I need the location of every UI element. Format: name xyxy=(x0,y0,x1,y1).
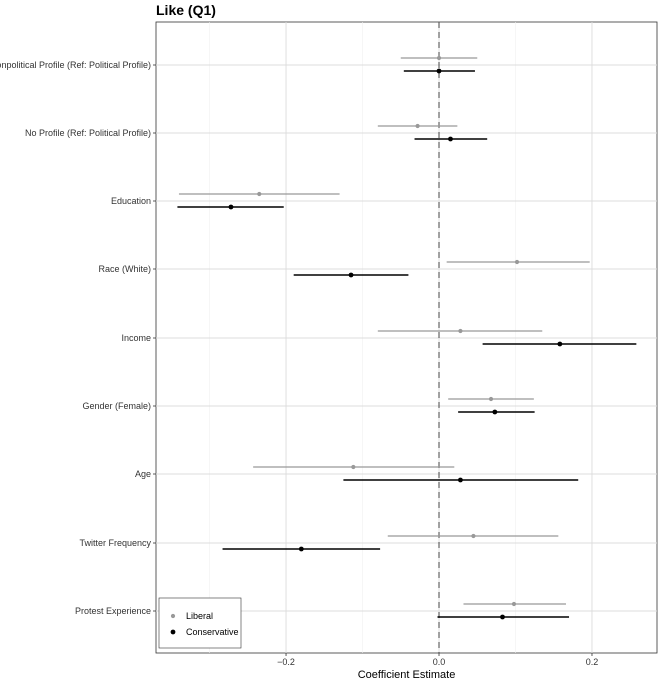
plot-panel xyxy=(155,21,658,654)
y-tick-label: Gender (Female) xyxy=(82,401,151,411)
liberal-point xyxy=(471,533,476,539)
y-axis-labels: Nonpolitical Profile (Ref: Political Pro… xyxy=(0,60,156,616)
conservative-point xyxy=(348,272,354,278)
legend-liberal-label: Liberal xyxy=(186,611,213,621)
liberal-point xyxy=(351,464,356,470)
liberal-point xyxy=(514,259,520,265)
coefficient-estimates xyxy=(177,55,637,620)
y-tick-label: No Profile (Ref: Political Profile) xyxy=(25,128,151,138)
conservative-point xyxy=(500,614,505,620)
legend-conservative-marker xyxy=(170,629,176,635)
legend-box xyxy=(158,597,242,649)
x-tick-label: 0.0 xyxy=(433,657,446,667)
liberal-point xyxy=(415,123,420,129)
y-tick-label: Twitter Frequency xyxy=(79,538,151,548)
conservative-point xyxy=(298,546,304,552)
y-tick-label: Race (White) xyxy=(98,264,151,274)
liberal-point xyxy=(257,191,262,197)
grid-lines xyxy=(156,22,657,653)
x-axis-title: Coefficient Estimate xyxy=(358,669,456,681)
conservative-point xyxy=(458,477,463,483)
y-tick-label: Age xyxy=(135,469,151,479)
chart-title: Like (Q1) xyxy=(156,2,216,18)
y-tick-label: Protest Experience xyxy=(75,606,151,616)
conservative-point xyxy=(436,68,442,74)
legend-conservative-label: Conservative xyxy=(186,627,239,637)
liberal-point xyxy=(511,601,517,607)
liberal-point xyxy=(488,396,494,402)
conservative-point xyxy=(448,136,453,142)
liberal-point xyxy=(458,328,463,334)
legend-liberal-marker xyxy=(170,613,176,619)
x-tick-label: −0.2 xyxy=(277,657,295,667)
x-tick-label: 0.2 xyxy=(586,657,599,667)
liberal-point xyxy=(436,55,442,61)
legend: Liberal Conservative xyxy=(158,597,242,649)
y-tick-label: Education xyxy=(111,196,151,206)
conservative-point xyxy=(228,204,234,210)
conservative-point xyxy=(557,341,563,347)
x-axis-ticks: −0.2 0.0 0.2 xyxy=(277,653,598,667)
y-tick-label: Nonpolitical Profile (Ref: Political Pro… xyxy=(0,60,151,70)
y-tick-label: Income xyxy=(121,333,151,343)
conservative-point xyxy=(492,409,498,415)
